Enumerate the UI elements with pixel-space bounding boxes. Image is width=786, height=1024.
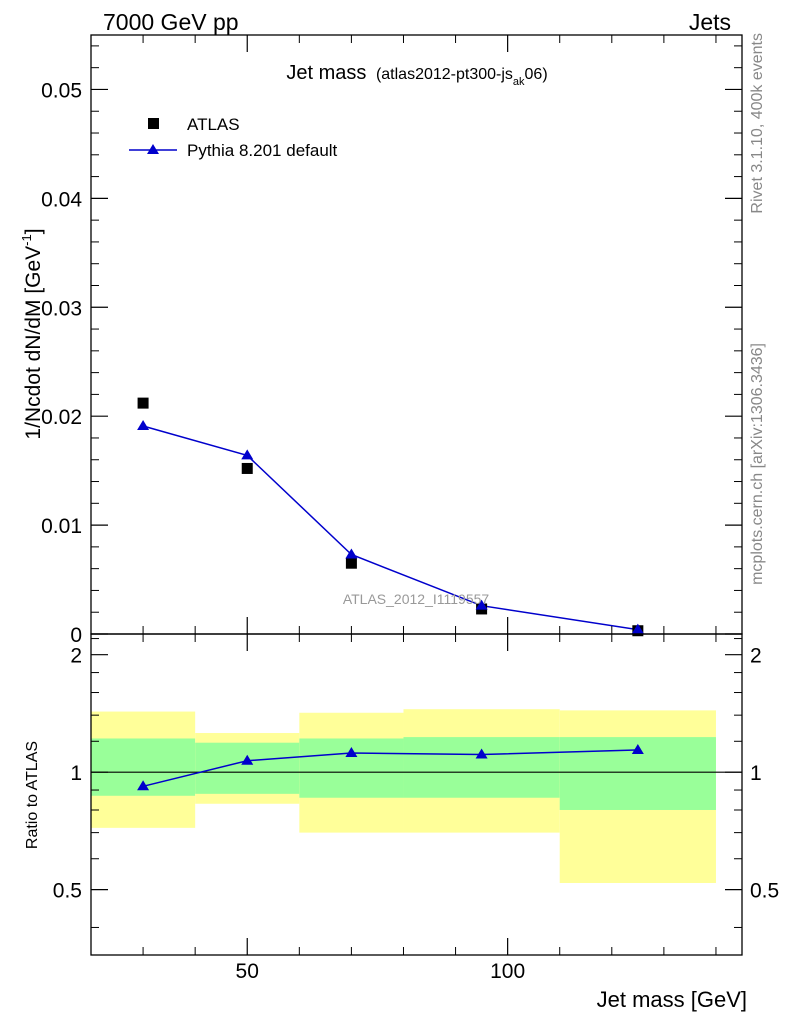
chart-subtitle-after: 06): [525, 66, 548, 83]
main-ytick-label-0: 0: [70, 624, 82, 647]
rivet-info-label: Rivet 3.1.10, 400k events: [749, 33, 766, 214]
ratio-ytick-label-right-1: 1: [750, 762, 762, 785]
chart-title-line: Jet mass (atlas2012-pt300-jsak06): [286, 62, 547, 88]
atlas-point-1: [241, 462, 253, 474]
legend: ATLAS Pythia 8.201 default: [129, 115, 338, 160]
legend-atlas-marker: [148, 118, 159, 129]
main-y-axis-label-sup: -1: [19, 234, 34, 246]
ratio-ytick-label-left-2: 2: [70, 645, 82, 668]
ratio-point-1: [241, 754, 254, 765]
ratio-point-0: [137, 780, 150, 791]
header-right-label: Jets: [689, 9, 731, 35]
atlas-point-0: [137, 397, 149, 409]
xtick-label-1: 100: [490, 960, 525, 983]
main-panel: 0 0.01 0.02 0.03 0.04 0.05 Jet mass (atlas201…: [19, 34, 743, 647]
main-y-axis-label: 1/Ncdot dN/dM [GeV-1]: [19, 228, 45, 439]
main-ytick-label-5: 0.05: [41, 79, 82, 102]
ratio-band-inner-3: [403, 737, 560, 798]
ratio-ytick-label-right-2: 2: [750, 645, 762, 668]
chart-subtitle-sub: ak: [513, 76, 525, 88]
ratio-panel: 0.5 0.5 1 1 2 2 50 100 Ratio to ATLAS Jet mass …: [24, 633, 779, 1012]
legend-pythia-label: Pythia 8.201 default: [187, 141, 338, 160]
legend-atlas-label: ATLAS: [187, 115, 240, 134]
legend-pythia-marker: [147, 144, 159, 154]
atlas-point-2: [345, 557, 357, 569]
ratio-point-2: [345, 746, 358, 757]
pythia-point-3: [475, 599, 488, 610]
ratio-ytick-label-left-0: 0.5: [53, 880, 82, 903]
x-axis-label: Jet mass [GeV]: [597, 987, 747, 1012]
ratio-axis-ticks: [90, 634, 742, 955]
main-ytick-label-3: 0.03: [41, 297, 82, 320]
main-y-axis-label-text: 1/Ncdot dN/dM [GeV: [22, 246, 45, 440]
main-axis-ticks: [90, 35, 742, 635]
pythia-point-4: [631, 623, 644, 634]
mcplots-label: mcplots.cern.ch [arXiv:1306.3436]: [749, 343, 766, 585]
ratio-ytick-label-right-0: 0.5: [750, 880, 779, 903]
ratio-band-inner-1: [195, 742, 300, 794]
analysis-watermark: ATLAS_2012_I1119557: [343, 591, 490, 607]
pythia-point-1: [241, 449, 254, 460]
ratio-point-3: [475, 748, 488, 759]
xtick-label-0: 50: [236, 960, 259, 983]
main-ytick-label-1: 0.01: [41, 515, 82, 538]
ratio-point-4: [631, 743, 644, 754]
main-y-axis-label-close: ]: [22, 228, 45, 234]
main-y-tick-labels: 0 0.01 0.02 0.03 0.04 0.05: [41, 79, 82, 647]
main-plot-area: [137, 397, 644, 637]
ratio-plot-area: [91, 709, 742, 883]
pythia-point-0: [137, 419, 150, 430]
header-left-label: 7000 GeV pp: [103, 9, 239, 35]
main-ytick-label-2: 0.02: [41, 406, 82, 429]
ratio-tick-labels: 0.5 0.5 1 1 2 2 50 100: [53, 645, 779, 983]
main-ytick-label-4: 0.04: [41, 188, 82, 211]
ratio-panel-frame: [90, 633, 743, 956]
ratio-ytick-label-left-1: 1: [70, 762, 82, 785]
pythia-point-2: [345, 548, 358, 559]
chart-title: Jet mass: [286, 62, 366, 84]
ratio-y-axis-label: Ratio to ATLAS: [24, 741, 41, 849]
chart-subtitle-before: (atlas2012-pt300-js: [376, 66, 513, 83]
